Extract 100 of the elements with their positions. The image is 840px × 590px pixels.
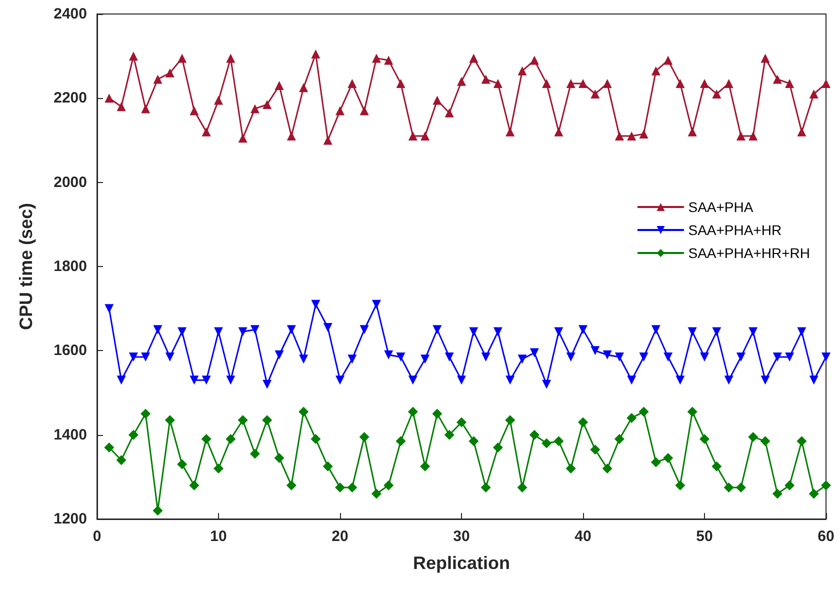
- point: [128, 352, 138, 362]
- point: [164, 415, 175, 426]
- point: [299, 354, 308, 364]
- point: [822, 78, 830, 88]
- point: [384, 56, 394, 65]
- point: [493, 327, 502, 336]
- point: [226, 434, 236, 444]
- point: [506, 127, 515, 136]
- point: [238, 415, 248, 426]
- point: [396, 78, 406, 88]
- point: [311, 300, 320, 309]
- point: [420, 132, 430, 141]
- point: [190, 376, 199, 385]
- point: [627, 132, 636, 141]
- point: [298, 406, 309, 417]
- point: [809, 376, 818, 385]
- point: [602, 350, 612, 360]
- point: [808, 488, 819, 499]
- point: [262, 100, 272, 109]
- point: [360, 106, 369, 116]
- point: [214, 96, 223, 105]
- point: [590, 444, 600, 455]
- point: [785, 352, 794, 362]
- point: [456, 417, 466, 428]
- point: [444, 352, 454, 362]
- point: [262, 380, 272, 389]
- point: [700, 434, 710, 444]
- point: [651, 66, 660, 76]
- point: [639, 129, 648, 138]
- point: [614, 352, 624, 362]
- point: [517, 482, 528, 492]
- point: [650, 457, 661, 468]
- point: [529, 430, 540, 440]
- y-tick-label: 1800: [54, 258, 87, 275]
- point: [116, 376, 126, 385]
- point: [700, 78, 709, 88]
- point: [408, 376, 418, 385]
- y-tick-label: 1200: [54, 510, 87, 528]
- point: [469, 327, 478, 336]
- point: [336, 106, 344, 116]
- point: [736, 132, 746, 141]
- point: [772, 488, 782, 499]
- point: [336, 376, 344, 385]
- point: [590, 89, 600, 98]
- point: [566, 352, 576, 362]
- point: [676, 78, 685, 88]
- y-tick-label: 2000: [54, 174, 87, 191]
- point: [506, 376, 515, 385]
- point: [286, 325, 296, 334]
- point: [104, 442, 114, 452]
- point: [408, 132, 418, 141]
- point: [712, 461, 722, 472]
- point: [432, 408, 442, 419]
- point: [712, 89, 722, 98]
- point: [602, 78, 612, 88]
- point: [189, 480, 200, 490]
- point: [214, 327, 223, 336]
- point: [639, 352, 648, 362]
- point: [153, 325, 162, 334]
- point: [360, 325, 369, 334]
- point: [505, 415, 516, 426]
- point: [420, 461, 430, 472]
- point: [359, 432, 370, 442]
- point: [578, 325, 588, 334]
- point: [348, 354, 357, 364]
- point: [614, 132, 624, 141]
- point: [797, 127, 806, 136]
- point: [226, 54, 236, 63]
- point: [664, 56, 673, 65]
- point: [238, 327, 248, 336]
- point: [238, 134, 248, 143]
- point: [493, 78, 502, 88]
- point: [274, 452, 284, 463]
- point: [141, 352, 150, 362]
- point: [664, 352, 673, 362]
- point: [371, 488, 382, 499]
- point: [384, 480, 394, 490]
- point: [638, 406, 649, 417]
- point: [299, 83, 308, 92]
- point: [614, 434, 624, 444]
- point: [480, 482, 491, 492]
- point: [626, 413, 637, 423]
- point: [530, 348, 539, 358]
- point: [457, 76, 466, 86]
- point: [178, 327, 187, 336]
- point: [675, 480, 686, 490]
- x-tick-label: 0: [92, 528, 102, 545]
- point: [250, 325, 260, 334]
- point: [311, 49, 320, 58]
- x-axis-title: Replication: [412, 553, 510, 573]
- point: [687, 406, 698, 417]
- point: [384, 350, 394, 360]
- point: [481, 74, 490, 84]
- point: [663, 452, 674, 463]
- legend-label: SAA+PHA: [688, 199, 754, 215]
- point: [396, 352, 406, 362]
- point: [116, 455, 126, 466]
- point: [748, 327, 758, 336]
- x-tick-label: 30: [453, 528, 470, 545]
- point: [178, 54, 187, 63]
